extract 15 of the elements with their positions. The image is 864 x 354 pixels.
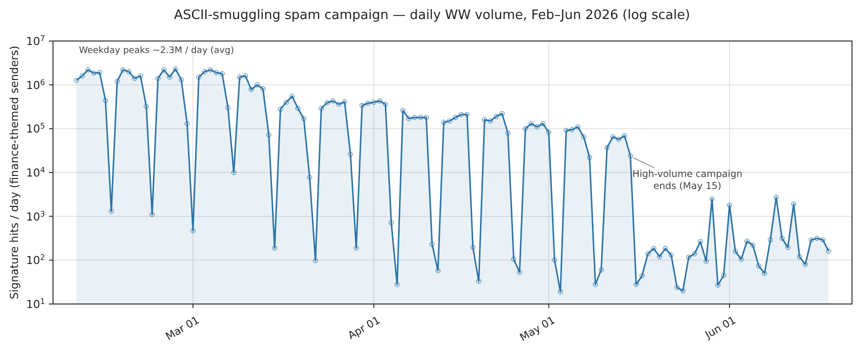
x-tick-label: May 01 xyxy=(518,314,558,344)
annotation: High-volume campaign ends (May 15) xyxy=(631,168,744,193)
y-tick-label: 10$^{4}$ xyxy=(26,165,46,180)
y-axis-title: Signature hits / day (finance-themed senders) xyxy=(8,46,21,300)
annotation: Weekday peaks ~2.3M / day (avg) xyxy=(79,46,234,56)
y-tick-label: 10$^{5}$ xyxy=(26,121,46,136)
y-tick-label: 10$^{6}$ xyxy=(26,77,46,92)
x-tick-label: Apr 01 xyxy=(346,314,382,342)
chart-title: ASCII-smuggling spam campaign — daily WW volume, Feb–Jun 2026 (log scale) xyxy=(172,8,692,23)
x-tick-label: Mar 01 xyxy=(164,314,202,343)
y-tick-label: 10$^{7}$ xyxy=(26,34,46,48)
y-tick-label: 10$^{2}$ xyxy=(26,252,46,268)
x-tick-label: Jun 01 xyxy=(702,314,738,342)
y-tick-label: 10$^{1}$ xyxy=(26,296,46,311)
y-tick-label: 10$^{3}$ xyxy=(26,208,46,224)
